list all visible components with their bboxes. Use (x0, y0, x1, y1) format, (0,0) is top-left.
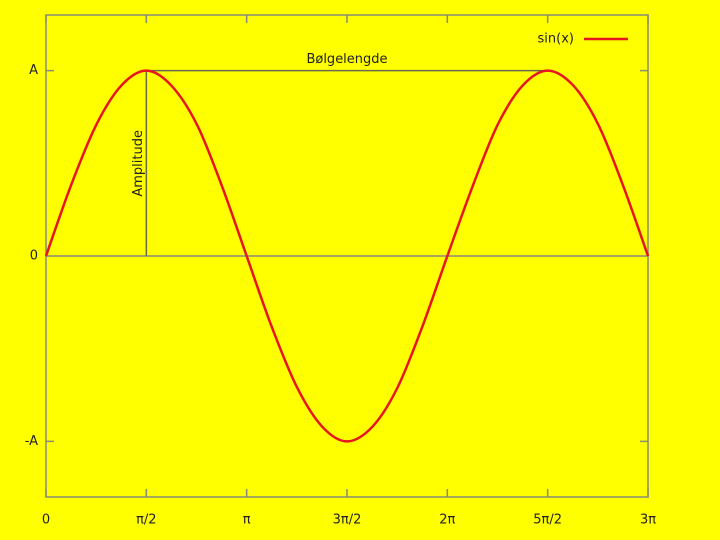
annotation-text: Amplitude (131, 130, 146, 197)
y-tick-label: A (29, 63, 38, 78)
x-tick-label: 2π (439, 513, 455, 528)
x-tick-label: π (243, 513, 251, 528)
x-tick-label: 3π (640, 513, 656, 528)
legend-label: sin(x) (538, 32, 574, 47)
x-tick-label: 3π/2 (333, 513, 362, 528)
line-series (44, 69, 650, 443)
y-tick-label: -A (25, 434, 38, 449)
x-tick-label: 0 (42, 513, 50, 528)
x-tick-label: π/2 (136, 513, 156, 528)
x-tick-label: 5π/2 (533, 513, 562, 528)
y-tick-label: 0 (30, 249, 38, 264)
annotation-text: Bølgelengde (306, 52, 387, 67)
